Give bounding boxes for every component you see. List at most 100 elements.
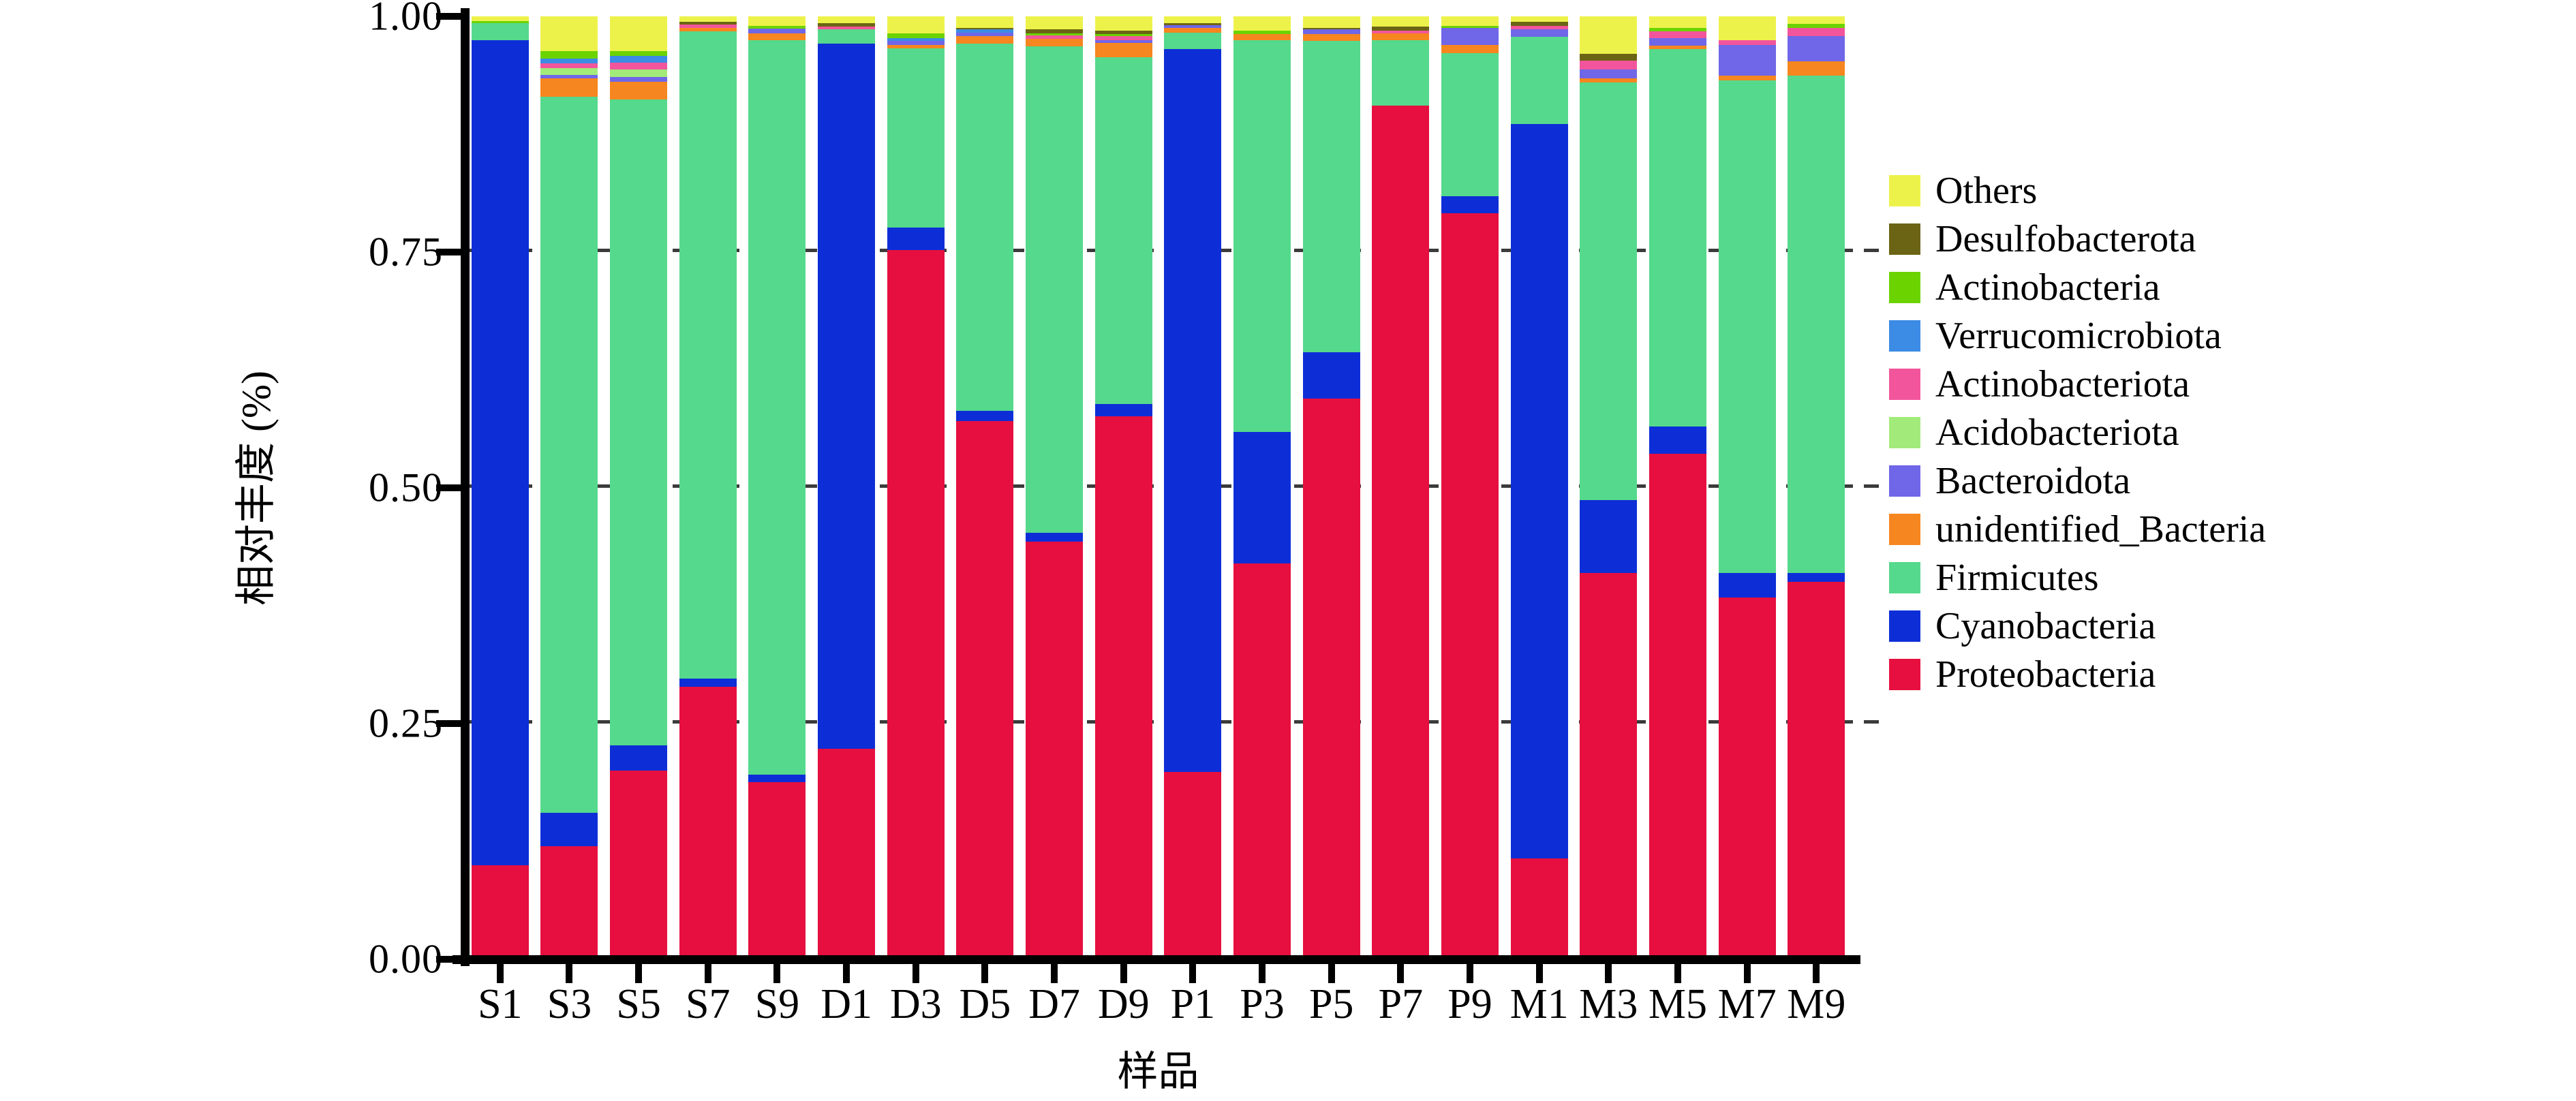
bar-segment-D7-Proteobacteria bbox=[1026, 541, 1084, 959]
bar-segment-D9-Cyanobacteria bbox=[1094, 403, 1152, 416]
x-axis-label-M9: M9 bbox=[1787, 981, 1846, 1027]
legend-item-Bacteroidota: Bacteroidota bbox=[1889, 456, 2543, 505]
bar-segment-P3-Proteobacteria bbox=[1233, 563, 1291, 959]
legend-swatch-Proteobacteria bbox=[1889, 658, 1920, 690]
legend-swatch-Verrucomicrobiota bbox=[1889, 320, 1920, 352]
x-axis-label-D5: D5 bbox=[959, 981, 1011, 1027]
x-tick-marks bbox=[465, 964, 1851, 983]
legend-item-Others: Others bbox=[1889, 166, 2543, 215]
bar-slot-S3 bbox=[535, 16, 604, 959]
bar-segment-S1-Others bbox=[471, 16, 529, 21]
bar-segment-M9-Bacteroidota bbox=[1788, 36, 1845, 62]
x-axis-line bbox=[453, 955, 1860, 964]
bar-segment-D9-Actinobacteriota bbox=[1094, 36, 1152, 40]
x-tick-slot-S1 bbox=[465, 964, 535, 983]
x-axis-title: 样品 bbox=[1117, 1049, 1199, 1094]
x-axis-label-P5: P5 bbox=[1308, 981, 1354, 1027]
x-axis-label-M7: M7 bbox=[1717, 981, 1777, 1027]
bar-segment-S5-Bacteroidota bbox=[610, 76, 668, 82]
bar-slot-P1 bbox=[1159, 16, 1228, 959]
stacked-bar-D1 bbox=[818, 16, 876, 959]
bar-segment-M3-Cyanobacteria bbox=[1580, 500, 1638, 573]
x-axis-label-M3: M3 bbox=[1579, 981, 1638, 1027]
x-tick-slot-P7 bbox=[1366, 964, 1436, 983]
x-axis-label-D3: D3 bbox=[889, 981, 942, 1027]
x-axis-label-P3: P3 bbox=[1240, 981, 1285, 1027]
bar-slot-M7 bbox=[1713, 16, 1782, 959]
bar-segment-P9-Actinobacteria bbox=[1441, 25, 1499, 28]
stacked-bar-D3 bbox=[887, 16, 945, 959]
x-tick-slot-D3 bbox=[881, 964, 951, 983]
legend-label-Verrucomicrobiota: Verrucomicrobiota bbox=[1935, 314, 2222, 357]
bar-segment-S5-Acidobacteriota bbox=[610, 69, 668, 77]
bar-segment-P1-Firmicutes bbox=[1164, 32, 1222, 50]
y-tick-marks bbox=[436, 13, 461, 963]
legend-label-Proteobacteria: Proteobacteria bbox=[1935, 653, 2156, 696]
x-axis-label-S9: S9 bbox=[754, 981, 800, 1027]
legend-item-Firmicutes: Firmicutes bbox=[1889, 553, 2543, 602]
bar-segment-P3-Firmicutes bbox=[1233, 40, 1291, 433]
bar-segment-M7-Cyanobacteria bbox=[1718, 572, 1776, 598]
x-tick-mark-S5 bbox=[635, 964, 643, 983]
bar-segment-S7-Cyanobacteria bbox=[679, 678, 737, 687]
x-axis-label-P1: P1 bbox=[1170, 981, 1216, 1027]
bar-slot-D5 bbox=[951, 16, 1020, 959]
y-tick-mark-1.00 bbox=[436, 13, 461, 20]
bar-segment-M7-Bacteroidota bbox=[1718, 44, 1776, 76]
bar-segment-P9-Firmicutes bbox=[1441, 53, 1499, 197]
bar-segment-D7-Desulfobacterota bbox=[1026, 29, 1084, 33]
stacked-bar-M1 bbox=[1510, 16, 1568, 959]
stacked-bar-D9 bbox=[1094, 16, 1152, 959]
bar-segment-P1-Desulfobacterota bbox=[1164, 22, 1222, 25]
bar-slot-S5 bbox=[604, 16, 673, 959]
y-tick-mark-0.00 bbox=[436, 956, 461, 963]
bar-slot-S9 bbox=[743, 16, 812, 959]
bar-segment-M1-Cyanobacteria bbox=[1510, 123, 1568, 858]
x-axis-label-S7: S7 bbox=[686, 981, 731, 1027]
bar-segment-D5-Cyanobacteria bbox=[956, 410, 1014, 421]
y-tick-label-1.00: 1.00 bbox=[369, 0, 443, 39]
x-axis-label-D1: D1 bbox=[821, 981, 872, 1027]
bar-segment-D5-Verrucomicrobiota bbox=[956, 29, 1014, 33]
bar-segment-P5-Others bbox=[1302, 16, 1360, 28]
bar-segment-P5-Firmicutes bbox=[1302, 41, 1360, 352]
bar-segment-M3-Bacteroidota bbox=[1580, 69, 1638, 79]
stacked-bar-S5 bbox=[610, 16, 668, 959]
x-axis-label-D7: D7 bbox=[1028, 981, 1080, 1027]
bar-segment-P7-Others bbox=[1372, 16, 1430, 27]
x-tick-mark-S9 bbox=[773, 964, 781, 983]
legend-item-Acidobacteriota: Acidobacteriota bbox=[1889, 408, 2543, 456]
legend-item-Actinobacteria: Actinobacteria bbox=[1889, 263, 2543, 311]
bars-container bbox=[465, 16, 1851, 959]
bar-segment-M7-Proteobacteria bbox=[1718, 597, 1776, 959]
y-axis-title-text: 相对丰度 (%) bbox=[233, 370, 279, 606]
legend-item-Actinobacteriota: Actinobacteriota bbox=[1889, 360, 2543, 408]
bar-segment-D1-Others bbox=[818, 16, 876, 23]
x-tick-slot-P3 bbox=[1227, 964, 1297, 983]
bar-slot-M5 bbox=[1643, 16, 1713, 959]
bar-segment-M7-Actinobacteriota bbox=[1718, 40, 1776, 45]
legend-label-Actinobacteriota: Actinobacteriota bbox=[1935, 362, 2190, 405]
bar-segment-M5-Cyanobacteria bbox=[1649, 427, 1706, 454]
x-tick-slot-M7 bbox=[1713, 964, 1782, 983]
bar-slot-M9 bbox=[1781, 16, 1851, 959]
bar-segment-S5-Firmicutes bbox=[610, 99, 668, 745]
bar-segment-S3-unidentified_Bacteria bbox=[540, 78, 598, 97]
bar-segment-S1-Proteobacteria bbox=[471, 865, 529, 959]
x-tick-slot-P5 bbox=[1297, 964, 1366, 983]
bar-segment-M9-Firmicutes bbox=[1788, 76, 1845, 573]
bar-segment-D9-Others bbox=[1094, 16, 1152, 31]
x-tick-slot-M1 bbox=[1505, 964, 1574, 983]
bar-segment-S3-Firmicutes bbox=[540, 96, 598, 813]
x-tick-mark-D5 bbox=[981, 964, 989, 983]
stacked-bar-M5 bbox=[1649, 16, 1706, 959]
x-axis-label-M5: M5 bbox=[1648, 981, 1708, 1027]
bar-segment-M1-Firmicutes bbox=[1510, 37, 1568, 124]
bar-segment-D1-Firmicutes bbox=[818, 29, 876, 44]
x-tick-mark-P9 bbox=[1467, 964, 1474, 983]
bar-segment-P3-Cyanobacteria bbox=[1233, 432, 1291, 563]
y-axis-line bbox=[461, 8, 470, 966]
legend-label-Actinobacteria: Actinobacteria bbox=[1935, 266, 2160, 309]
bar-segment-S3-Cyanobacteria bbox=[540, 813, 598, 846]
bar-segment-D7-Actinobacteria bbox=[1026, 33, 1084, 35]
